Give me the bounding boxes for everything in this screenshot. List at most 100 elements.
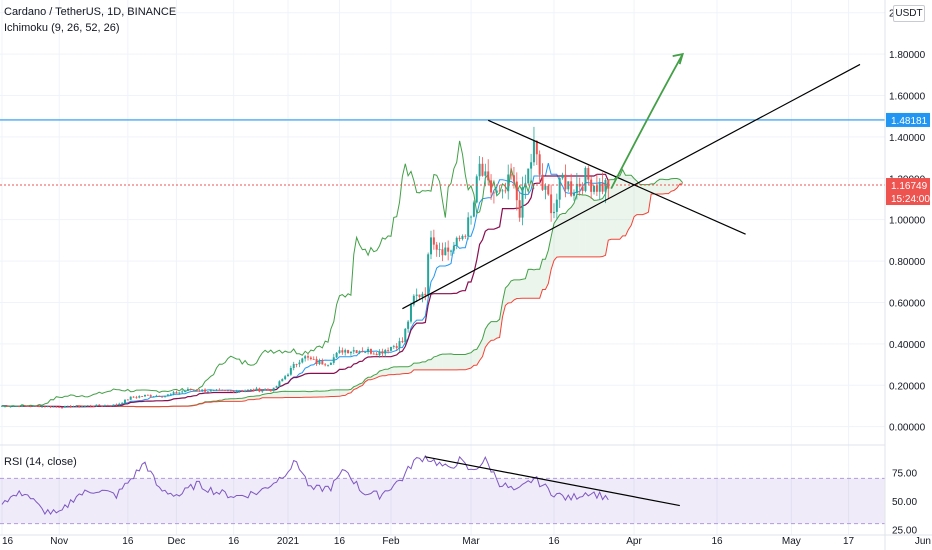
cloud-segment [622,169,626,236]
cloud-segment [422,361,426,370]
candle-body [89,405,92,407]
cloud-segment [625,175,629,236]
candle-body [298,362,301,365]
y-tick-label: 1.80000 [889,50,926,61]
x-tick-label: Jun [915,536,931,547]
cloud-segment [614,176,617,240]
candle-body [129,396,132,400]
candle-body [301,358,304,363]
candle-body [364,352,367,353]
cloud-segment [654,181,657,194]
candle-body [544,185,547,190]
x-tick-label: 16 [334,536,346,547]
candle-body [593,185,596,192]
candle-body [547,185,550,195]
x-tick-label: 16 [548,536,560,547]
candle-body [12,406,15,407]
candle-body [164,395,167,397]
cloud-segment [328,390,331,397]
cloud-segment [285,391,288,398]
cloud-segment [453,354,457,370]
candle-body [532,140,535,163]
rsi-panel [0,454,885,525]
candle-body [598,183,601,192]
x-tick-label: 16 [2,536,14,547]
candle-body [126,399,129,401]
currency-unit-button[interactable]: USDT [893,5,925,22]
candle-body [43,406,46,408]
candle-body [246,389,249,391]
candle-body [347,350,350,354]
cloud-segment [465,353,469,370]
cloud-segment [539,259,543,299]
y-tick-label: 1.00000 [889,216,926,227]
candle-body [181,391,184,393]
candle-body [338,350,341,353]
candle-body [361,351,364,353]
candle-body [144,394,146,397]
candle-body [249,389,252,391]
candle-body [15,405,18,407]
candle-body [172,392,175,394]
candle-body [235,391,238,393]
candle-body [530,162,533,169]
cloud-segment [308,391,311,398]
candle-body [252,389,255,391]
countdown-label: 15:24:00 [891,194,930,205]
candle-body [475,176,478,203]
cloud-segment [265,393,268,398]
cloud-segment [645,184,649,214]
candle-body [272,387,275,391]
candle-body [367,348,370,353]
cloud-segment [236,398,240,402]
cloud-segment [611,179,615,240]
cloud-segment [619,169,623,240]
cloud-segment [348,389,351,394]
candle-body [221,390,224,391]
candle-body [266,389,269,391]
x-tick-label: Feb [382,536,400,547]
cloud-segment [488,321,492,344]
candle-body [204,389,207,392]
candle-body [169,393,172,395]
candle-body [158,395,161,397]
cloud-segment [602,193,606,257]
rsi-y-tick-label: 50.00 [892,497,917,508]
candle-body [573,193,575,196]
resistance-badge [886,112,930,127]
candle-body [570,181,573,196]
cloud-segment [368,377,371,380]
candle-body [309,357,312,360]
cloud-segment [639,184,643,215]
candle-body [178,392,181,394]
cloud-segment [299,391,303,398]
cloud-segment [253,395,257,400]
candle-body [492,192,495,194]
cloud-segment [322,391,326,398]
candle-body [318,360,321,365]
candle-body [232,390,235,393]
cloud-segment [496,319,500,339]
annotations [0,52,885,310]
candle-body [255,388,258,391]
cloud-segment [388,367,391,375]
candle-body [535,140,538,155]
candle-body [404,328,407,343]
cloud-segment [553,219,557,261]
cloud-segment [390,366,394,375]
cloud-segment [576,194,580,257]
cloud-segment [279,391,283,398]
cloud-segment [479,338,483,361]
cloud-segment [433,356,437,370]
candle-body [541,174,544,190]
candle-body [106,405,109,407]
leading-span-b [76,183,683,408]
candle-body [224,390,227,391]
candle-body [284,376,287,380]
candle-body [389,346,392,351]
candle-body [149,395,152,397]
candle-body [375,353,378,356]
cloud-segment [250,396,254,400]
